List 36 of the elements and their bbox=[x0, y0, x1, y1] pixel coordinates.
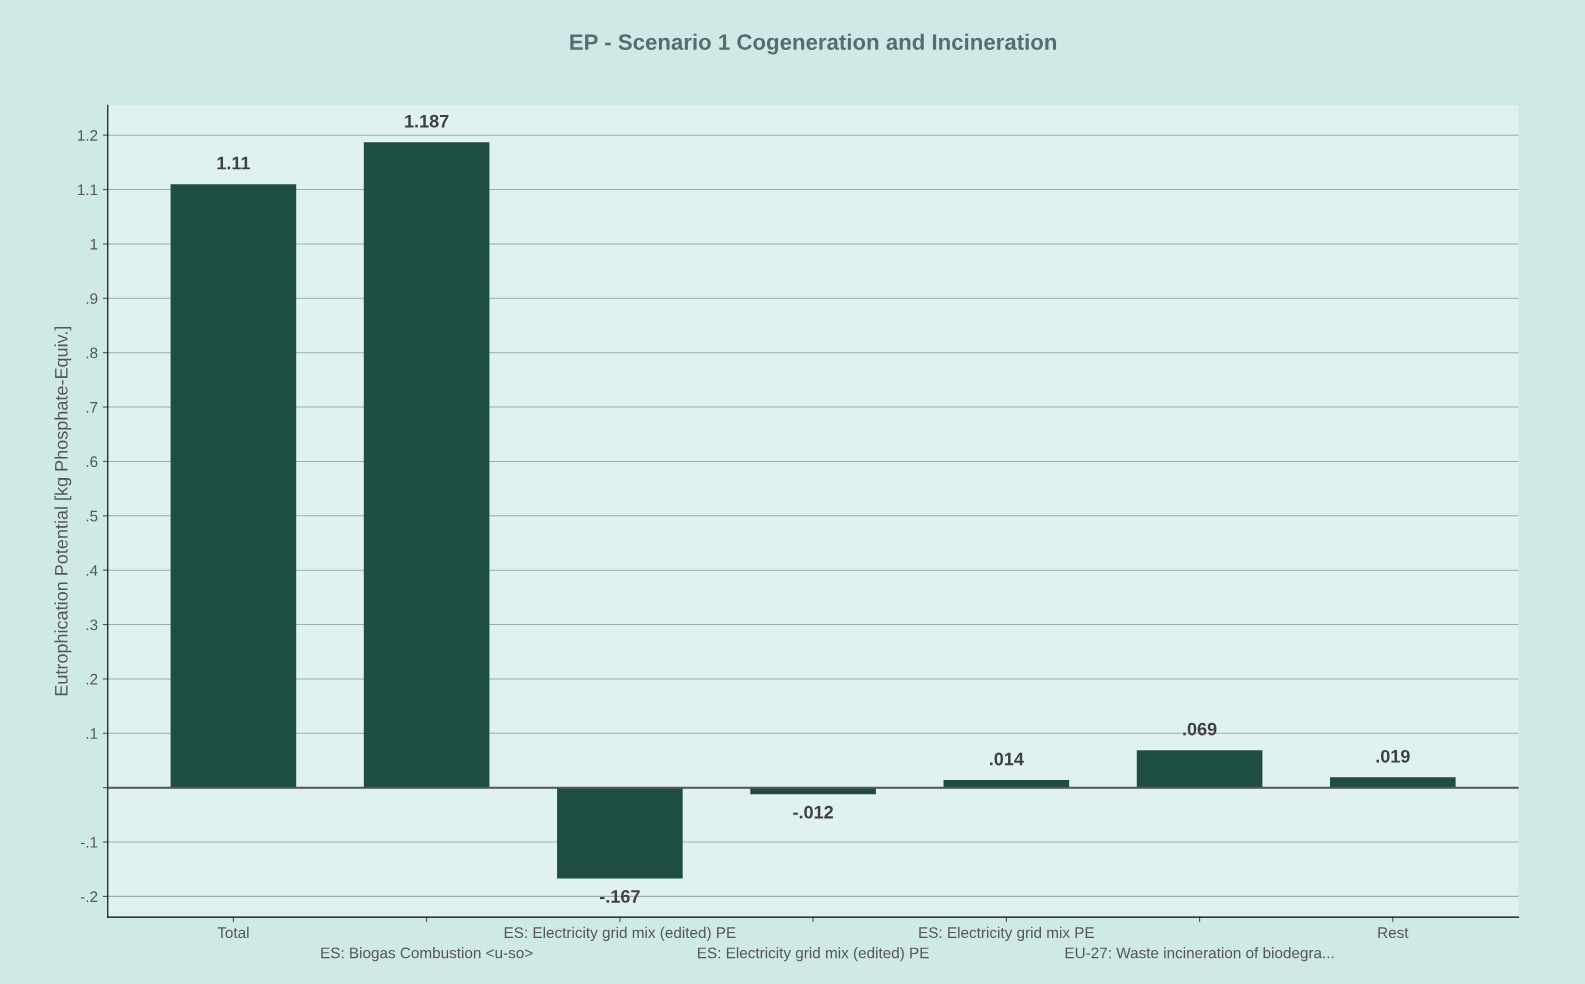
y-tick-label: .3 bbox=[86, 619, 98, 631]
y-tick-label: 1.2 bbox=[77, 130, 98, 141]
bar bbox=[943, 780, 1070, 788]
bar bbox=[1136, 750, 1263, 788]
x-tick-label: ES: Electricity grid mix (edited) PE bbox=[504, 926, 736, 942]
x-tick-label: ES: Electricity grid mix PE bbox=[919, 926, 1094, 942]
bar bbox=[363, 142, 490, 788]
bar bbox=[1330, 777, 1456, 788]
y-tick-label: .4 bbox=[86, 565, 98, 576]
y-tick-label: 1.1 bbox=[77, 184, 98, 196]
data-label: .069 bbox=[1183, 722, 1217, 736]
bar bbox=[170, 184, 297, 788]
x-tick-label: ES: Electricity grid mix (edited) PE bbox=[698, 947, 929, 962]
chart-title: EP - Scenario 1 Cogeneration and Incineration bbox=[570, 33, 1057, 55]
y-tick-label: .2 bbox=[86, 673, 98, 685]
data-label: 1.187 bbox=[405, 114, 449, 128]
y-tick-label: -.1 bbox=[80, 837, 98, 848]
y-tick-label: .5 bbox=[86, 510, 98, 522]
y-tick-label: .6 bbox=[86, 456, 98, 468]
y-tick-label: .8 bbox=[86, 347, 98, 359]
y-axis-title: Eutrophication Potential [kg Phosphate-Equiv.] bbox=[54, 326, 72, 696]
data-label: 1.11 bbox=[217, 156, 250, 170]
y-tick-label: .1 bbox=[86, 728, 98, 739]
y-tick-label: -.2 bbox=[80, 891, 98, 902]
y-tick-label: 1 bbox=[90, 238, 98, 250]
data-label: -.167 bbox=[600, 890, 640, 903]
x-tick-label: Rest bbox=[1378, 927, 1409, 939]
data-label: .019 bbox=[1376, 749, 1410, 763]
data-label: -.012 bbox=[793, 805, 833, 819]
x-tick-label: Total bbox=[217, 926, 249, 939]
y-tick-label: .7 bbox=[86, 402, 98, 413]
data-label: .014 bbox=[990, 752, 1024, 766]
y-tick-label: .9 bbox=[86, 293, 98, 304]
x-tick-label: EU-27: Waste incineration of biodegra... bbox=[1065, 947, 1334, 962]
bar bbox=[557, 787, 683, 879]
x-tick-label: ES: Biogas Combustion <u-so> bbox=[321, 947, 533, 962]
